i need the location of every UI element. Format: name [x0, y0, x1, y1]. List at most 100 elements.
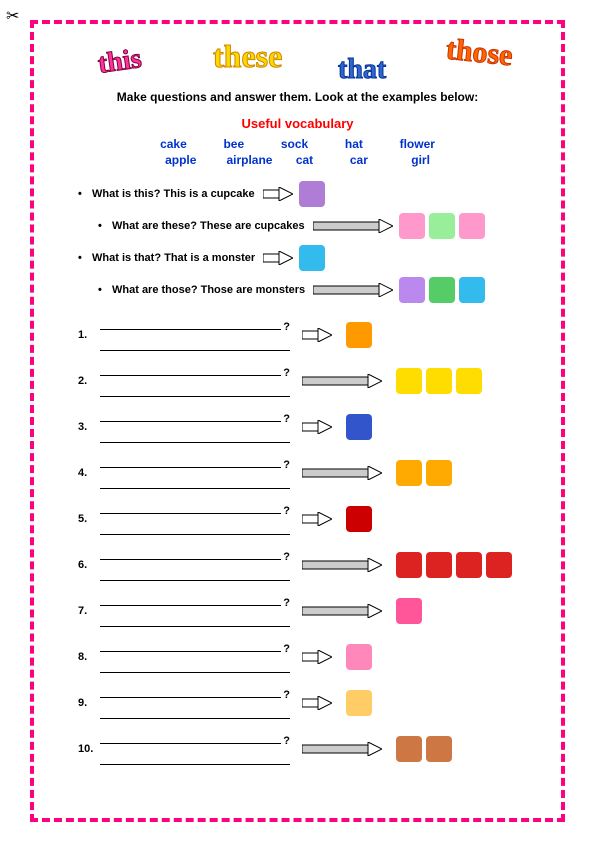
blank-line[interactable]	[100, 617, 290, 627]
clipart-icon	[426, 552, 452, 578]
question-number: 7.	[78, 605, 100, 617]
answer-lines: ?	[100, 734, 290, 765]
clipart-icon	[429, 213, 455, 239]
blank-line[interactable]	[100, 387, 290, 397]
question-mark: ?	[283, 689, 290, 701]
vocab-word: sock	[281, 137, 308, 151]
blank-line[interactable]	[100, 320, 281, 330]
worksheet-frame: this these that those Make questions and…	[30, 20, 565, 822]
clipart-icon	[346, 414, 372, 440]
clipart-icon	[456, 552, 482, 578]
arrow-icon	[263, 251, 293, 265]
question-mark: ?	[283, 643, 290, 655]
example-images	[299, 245, 325, 271]
clipart-icon	[346, 690, 372, 716]
blank-line[interactable]	[100, 642, 281, 652]
bullet-icon: •	[98, 220, 112, 232]
clipart-icon	[459, 213, 485, 239]
vocab-word: car	[350, 153, 368, 167]
question-images	[346, 414, 372, 440]
clipart-icon	[346, 506, 372, 532]
blank-line[interactable]	[100, 550, 281, 560]
blank-line[interactable]	[100, 433, 290, 443]
question-images	[396, 368, 482, 394]
clipart-icon	[426, 368, 452, 394]
clipart-icon	[346, 644, 372, 670]
example-row: • What is that? That is a monster	[78, 245, 537, 271]
clipart-icon	[426, 736, 452, 762]
vocab-word: cat	[296, 153, 313, 167]
blank-line[interactable]	[100, 596, 281, 606]
blank-line[interactable]	[100, 458, 281, 468]
blank-line[interactable]	[100, 688, 281, 698]
clipart-icon	[396, 598, 422, 624]
example-row: • What is this? This is a cupcake	[78, 181, 537, 207]
arrow-icon	[302, 466, 382, 480]
question-row: 8. ?	[78, 635, 537, 679]
question-images	[346, 644, 402, 670]
blank-line[interactable]	[100, 525, 290, 535]
clipart-icon	[459, 277, 485, 303]
question-row: 4. ?	[78, 451, 537, 495]
question-number: 8.	[78, 651, 100, 663]
question-images	[396, 552, 512, 578]
question-images	[346, 506, 372, 532]
question-row: 10. ?	[78, 727, 537, 771]
question-number: 6.	[78, 559, 100, 571]
examples-section: • What is this? This is a cupcake • What…	[78, 181, 537, 303]
vocab-word: airplane	[226, 153, 272, 167]
blank-line[interactable]	[100, 734, 281, 744]
answer-lines: ?	[100, 642, 290, 673]
example-images	[299, 181, 325, 207]
vocab-word: flower	[400, 137, 435, 151]
vocab-word: hat	[345, 137, 363, 151]
blank-line[interactable]	[100, 479, 290, 489]
arrow-icon	[302, 696, 332, 710]
example-images	[399, 213, 485, 239]
blank-line[interactable]	[100, 571, 290, 581]
question-number: 2.	[78, 375, 100, 387]
clipart-icon	[486, 552, 512, 578]
blank-line[interactable]	[100, 504, 281, 514]
answer-lines: ?	[100, 596, 290, 627]
title-row: this these that those	[58, 40, 537, 88]
vocab-row-1: cake bee sock hat flower	[58, 137, 537, 151]
vocab-row-2: apple airplane cat car girl	[58, 153, 537, 167]
clipart-icon	[399, 277, 425, 303]
clipart-icon	[299, 181, 325, 207]
example-text: What are these? These are cupcakes	[112, 220, 305, 232]
arrow-icon	[302, 650, 332, 664]
arrow-icon	[302, 512, 332, 526]
title-that: that	[338, 54, 386, 86]
question-mark: ?	[283, 597, 290, 609]
example-text: What is this? This is a cupcake	[92, 188, 255, 200]
question-number: 1.	[78, 329, 100, 341]
clipart-icon	[396, 552, 422, 578]
blank-line[interactable]	[100, 709, 290, 719]
answer-lines: ?	[100, 320, 290, 351]
question-mark: ?	[283, 735, 290, 747]
blank-line[interactable]	[100, 755, 290, 765]
blank-line[interactable]	[100, 412, 281, 422]
title-those: those	[444, 33, 514, 74]
questions-section: 1. ? 2. ? 3. ? 4. ?	[78, 313, 537, 771]
question-number: 3.	[78, 421, 100, 433]
question-mark: ?	[283, 321, 290, 333]
question-row: 2. ?	[78, 359, 537, 403]
clipart-icon	[299, 245, 325, 271]
arrow-icon	[302, 604, 382, 618]
question-number: 4.	[78, 467, 100, 479]
clipart-icon	[396, 368, 422, 394]
clipart-icon	[396, 736, 422, 762]
question-row: 5. ?	[78, 497, 537, 541]
example-row: • What are those? Those are monsters	[98, 277, 537, 303]
question-images	[396, 598, 422, 624]
arrow-icon	[302, 420, 332, 434]
blank-line[interactable]	[100, 341, 290, 351]
clipart-icon	[426, 460, 452, 486]
question-images	[396, 736, 452, 762]
blank-line[interactable]	[100, 663, 290, 673]
arrow-icon	[313, 283, 393, 297]
clipart-icon	[346, 322, 372, 348]
blank-line[interactable]	[100, 366, 281, 376]
